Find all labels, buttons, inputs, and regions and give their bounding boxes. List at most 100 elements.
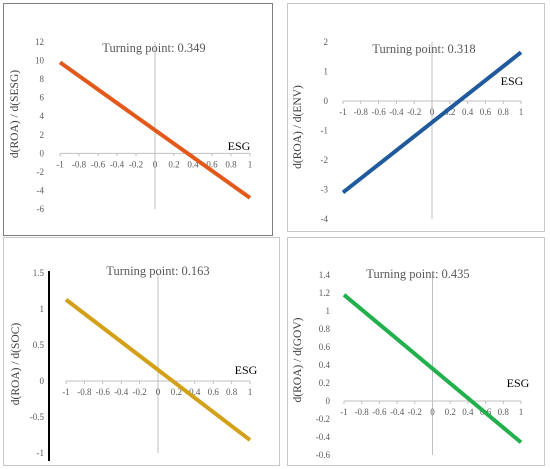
y-tick-label: 1.4 (319, 270, 331, 280)
x-tick-label: -0.2 (132, 387, 146, 397)
x-tick-label: -0.8 (72, 159, 87, 169)
x-tick-label: 1 (248, 387, 253, 397)
y-tick-label: 1.2 (319, 288, 330, 298)
x-tick-label: 0.6 (208, 387, 220, 397)
chart-panel-gov: -1 -0.8 -0.6 -0.4 -0.2 0 0.2 0.4 0.6 0.8 1 -0.6 -0.4… (287, 237, 545, 466)
x-axis-label: ESG (235, 363, 258, 377)
x-tick-label: -0.2 (408, 407, 422, 417)
x-tick-label: 0.2 (171, 387, 182, 397)
y-tick-label: -4 (37, 185, 45, 195)
x-tick-label: -0.2 (129, 159, 143, 169)
x-tick-label: -1 (62, 387, 70, 397)
x-tick-label: 0.2 (168, 159, 179, 169)
x-tick-label: 0 (153, 159, 158, 169)
x-tick-label: -0.6 (96, 387, 111, 397)
x-tick-label: 0.4 (462, 107, 474, 117)
y-tick-label: 0.6 (319, 342, 331, 352)
x-tick-label: -1 (339, 107, 347, 117)
y-tick-label: 0 (324, 96, 329, 106)
chart-panel-soc: -1 -0.8 -0.6 -0.4 -0.2 0 0.2 0.4 0.6 0.8 1 -1 -0.5 0 0… (3, 237, 280, 466)
x-tick-label: -0.4 (390, 407, 405, 417)
y-tick-label: 12 (35, 37, 44, 47)
y-tick-label: -4 (321, 214, 329, 224)
chart-svg-env: -1 -0.8 -0.6 -0.4 -0.2 0 0.2 0.4 0.6 0.8 1 -4 -3 -2 -1… (292, 37, 524, 224)
y-tick-label: -1 (37, 448, 45, 458)
y-axis-label: d(ROA) / d(ENV) (292, 85, 304, 169)
x-tick-label: 0.8 (225, 159, 237, 169)
chart-panel-env: -1 -0.8 -0.6 -0.4 -0.2 0 0.2 0.4 0.6 0.8 1 -4 -3 -2 -1… (287, 3, 545, 232)
y-tick-label: -0.5 (30, 412, 45, 422)
y-tick-label: 4 (40, 111, 45, 121)
y-tick-label: -0.6 (316, 450, 331, 460)
x-tick-label: -0.6 (91, 159, 106, 169)
x-tick-label: 0 (430, 107, 435, 117)
x-tick-label: -0.6 (372, 407, 387, 417)
x-tick-label: 1 (519, 107, 524, 117)
chart-svg-sesg: -1 -0.8 -0.6 -0.4 -0.2 0 0.2 0.4 0.6 0.8 1 -6 -4 -2 0 2… (9, 37, 253, 214)
x-tick-label: 0.4 (187, 159, 199, 169)
chart-svg-gov: -1 -0.8 -0.6 -0.4 -0.2 0 0.2 0.4 0.6 0.8 1-0.6-0.4… (292, 267, 530, 460)
y-tick-label: -6 (37, 204, 45, 214)
x-tick-label: 0.8 (498, 407, 510, 417)
y-tick-label: 0 (40, 148, 45, 158)
y-tick-label: 1 (324, 67, 329, 77)
x-tick-label: -0.4 (114, 387, 129, 397)
x-tick-label: 0.4 (462, 407, 474, 417)
y-tick-label: 6 (40, 93, 45, 103)
y-tick-label: 8 (40, 74, 45, 84)
series-line (342, 293, 523, 444)
x-tick-label: 0.8 (498, 107, 510, 117)
series-line (58, 60, 252, 200)
chart-title: Turning point: 0.349 (102, 41, 205, 55)
x-axis-label: ESG (507, 376, 530, 390)
series-line (341, 50, 523, 195)
x-tick-label: 0.2 (445, 407, 456, 417)
x-tick-label: -0.8 (77, 387, 92, 397)
y-tick-label: 0.5 (33, 340, 45, 350)
x-tick-label: -0.4 (110, 159, 125, 169)
x-axis-label: ESG (501, 74, 524, 88)
y-tick-label: 0 (40, 376, 45, 386)
y-tick-label: 0.2 (319, 378, 330, 388)
chart-svg-soc: -1 -0.8 -0.6 -0.4 -0.2 0 0.2 0.4 0.6 0.8 1 -1 -0.5 0 0… (10, 264, 258, 461)
y-tick-label: -0.2 (316, 414, 330, 424)
x-tick-label: 1 (248, 159, 253, 169)
x-tick-label: -0.2 (407, 107, 421, 117)
chart-title: Turning point: 0.435 (366, 267, 469, 281)
x-tick-label: 0.2 (444, 107, 455, 117)
x-tick-label: 0 (156, 387, 161, 397)
y-tick-label: 0.4 (319, 360, 331, 370)
y-tick-label: 1 (40, 304, 45, 314)
x-tick-label: -0.8 (355, 407, 370, 417)
x-tick-label: 0.4 (189, 387, 201, 397)
x-tick-label: 0.8 (226, 387, 238, 397)
y-tick-label: 1 (326, 306, 331, 316)
x-tick-label: -0.4 (389, 107, 404, 117)
y-tick-label: 10 (35, 56, 45, 66)
y-tick-label: 2 (324, 37, 329, 47)
y-tick-label: -2 (37, 167, 45, 177)
x-tick-label: 0.6 (480, 107, 492, 117)
y-tick-label: -2 (321, 155, 329, 165)
x-tick-label: -0.6 (371, 107, 386, 117)
y-tick-label: -3 (321, 185, 329, 195)
x-tick-label: 1 (519, 407, 524, 417)
x-tick-label: 0 (430, 407, 435, 417)
y-axis-label: d(ROA) / d(GOV) (292, 317, 304, 402)
x-tick-label: 0.6 (206, 159, 218, 169)
chart-title: Turning point: 0.163 (106, 264, 209, 278)
x-tick-label: -0.8 (354, 107, 369, 117)
chart-panel-sesg: -1 -0.8 -0.6 -0.4 -0.2 0 0.2 0.4 0.6 0.8 1 -6 -4 -2 0 2… (3, 3, 273, 236)
y-tick-label: -1 (321, 126, 329, 136)
y-tick-label: -0.4 (316, 432, 331, 442)
x-tick-label: -1 (340, 407, 348, 417)
y-tick-label: 2 (40, 130, 45, 140)
x-axis-label: ESG (228, 139, 251, 153)
y-tick-label: 0 (326, 396, 331, 406)
y-axis-label: d(ROA) / d(SESG) (9, 70, 21, 158)
chart-title: Turning point: 0.318 (372, 42, 475, 56)
x-tick-label: -1 (56, 159, 64, 169)
y-tick-label: 0.8 (319, 324, 331, 334)
y-tick-label: 1.5 (33, 268, 45, 278)
y-axis-label: d(ROA) / d(SOC) (10, 323, 22, 406)
